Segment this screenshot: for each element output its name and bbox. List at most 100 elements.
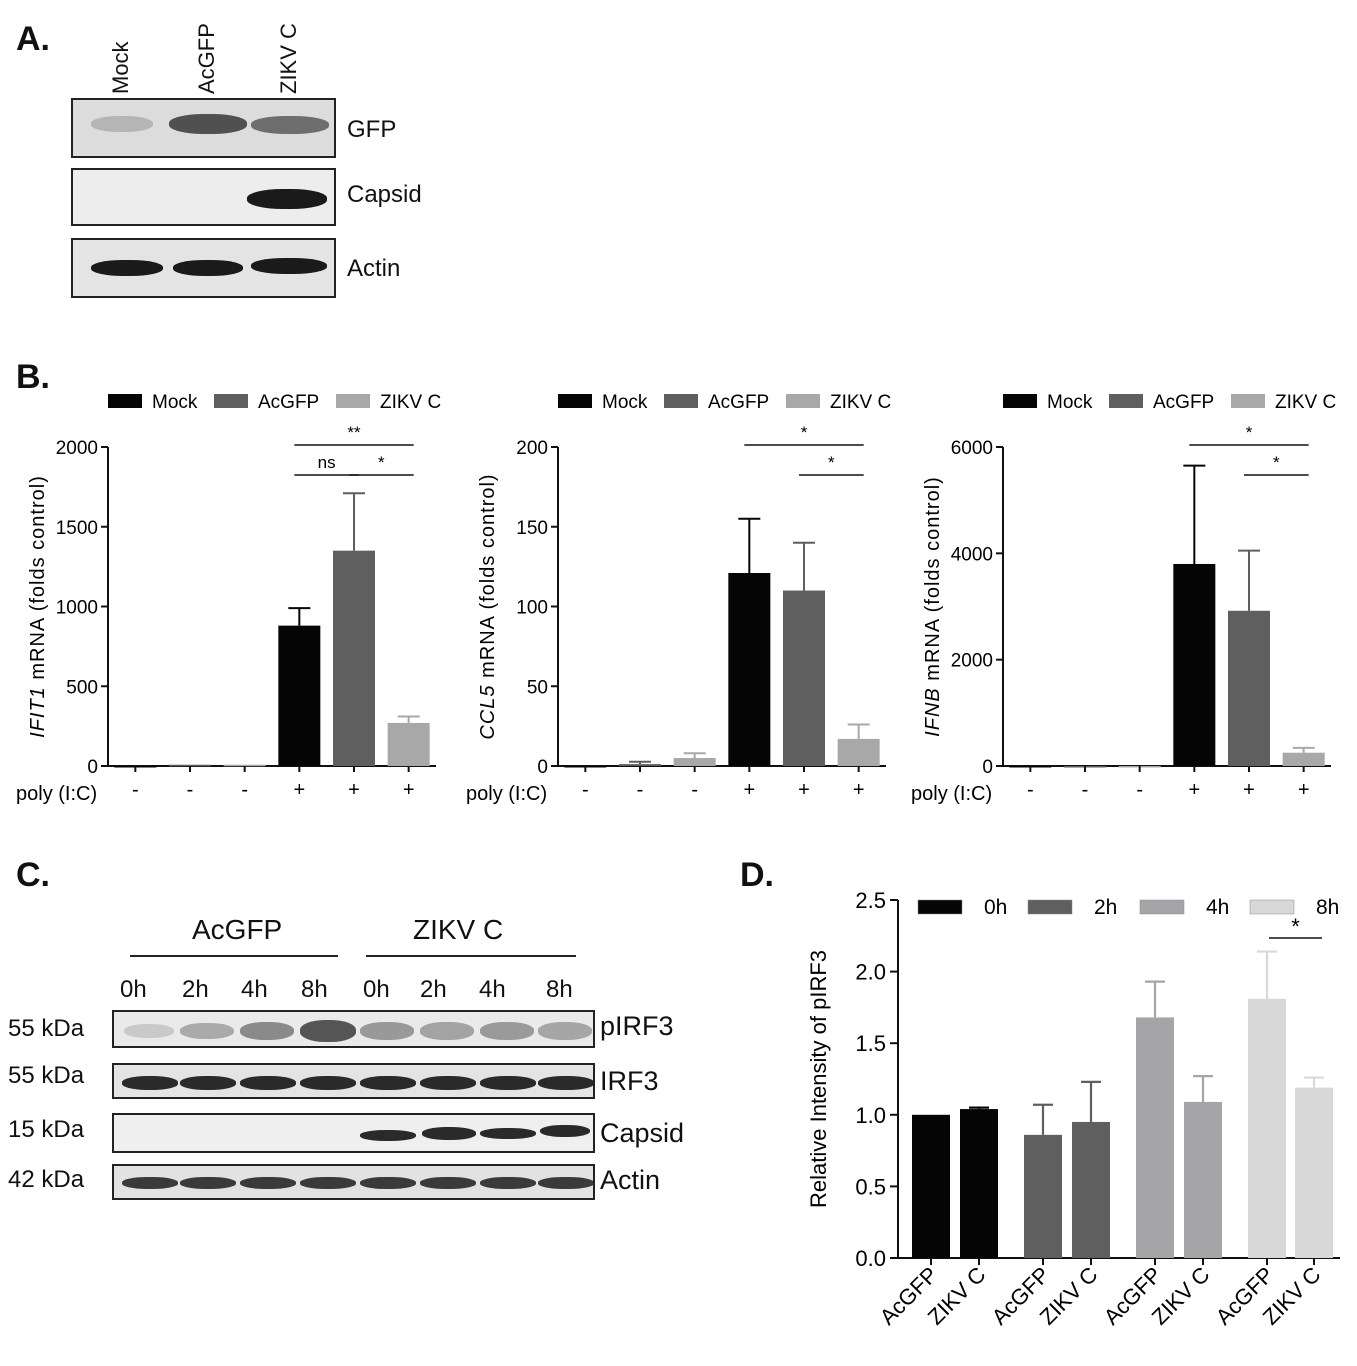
bar: [960, 1109, 998, 1258]
kda-label: 55 kDa: [8, 1062, 85, 1089]
y-tick-label: 2000: [56, 438, 98, 459]
panel-a-label: A.: [16, 20, 50, 58]
bar: [1228, 610, 1270, 766]
y-axis-label-gene: IFNB: [922, 687, 944, 737]
blot-irf3: [112, 1063, 595, 1099]
legend-label: 2h: [1094, 896, 1117, 919]
legend-swatch: [1231, 394, 1265, 408]
x-prefix-label: poly (I:C): [16, 783, 97, 805]
legend-swatch: [1027, 899, 1073, 915]
y-tick-label: 2000: [951, 651, 993, 672]
y-tick-label: 500: [66, 677, 98, 698]
legend-label: 4h: [1206, 896, 1229, 919]
legend-swatch: [214, 394, 248, 408]
lane-label-acgfp: AcGFP: [194, 23, 219, 94]
y-tick-label: 6000: [951, 438, 993, 459]
blot-capsid: [71, 168, 336, 226]
legend-swatch: [108, 394, 142, 408]
x-sign-label: -: [637, 779, 644, 801]
chart-ifnb: Mock AcGFP ZIKV C 0 2000 4000 6000 poly (I:C) - -…: [911, 392, 1336, 805]
legend-label: ZIKV C: [380, 392, 441, 413]
y-axis-label-gene: CCL5: [477, 684, 499, 739]
blot-band: [480, 1076, 536, 1090]
legend-label: AcGFP: [708, 392, 769, 413]
bar: [1024, 1134, 1062, 1258]
legend-label: Mock: [152, 392, 198, 413]
time-label: 8h: [546, 976, 573, 1003]
blot-band: [122, 1076, 178, 1090]
bar: [728, 573, 771, 766]
x-sign-label: +: [293, 779, 305, 801]
y-axis-label-units: mRNA (folds control): [477, 473, 499, 684]
y-axis-label: CCL5 mRNA (folds control): [477, 473, 499, 739]
blot-label-gfp: GFP: [347, 116, 397, 143]
blot-band: [300, 1076, 356, 1090]
blot-band: [360, 1130, 416, 1141]
blot-band: [240, 1076, 296, 1090]
y-tick-label: 4000: [951, 544, 993, 565]
bar: [1248, 998, 1286, 1258]
x-sign-label: +: [1243, 779, 1255, 801]
y-axis-label: Relative Intensity of pIRF3: [806, 950, 831, 1208]
y-tick-label: 1000: [56, 598, 98, 619]
legend-swatch: [558, 394, 592, 408]
blot-band: [420, 1022, 474, 1040]
blot-band: [180, 1177, 236, 1189]
bar: [169, 764, 211, 767]
blot-band: [251, 116, 329, 134]
y-axis-label-units: mRNA (folds control): [27, 475, 49, 686]
blot-label-irf3: IRF3: [600, 1066, 659, 1096]
x-sign-label: -: [582, 779, 589, 801]
legend-swatch: [664, 394, 698, 408]
blot-band: [360, 1177, 416, 1189]
x-prefix-label: poly (I:C): [911, 783, 992, 805]
blot-band: [538, 1022, 592, 1040]
blot-band: [91, 260, 163, 276]
kda-label: 55 kDa: [8, 1015, 85, 1042]
time-label: 2h: [420, 976, 447, 1003]
blot-band: [300, 1020, 356, 1042]
x-sign-label: -: [187, 779, 194, 801]
legend-swatch: [917, 899, 963, 915]
legend-label: Mock: [602, 392, 648, 413]
x-sign-label: +: [1298, 779, 1310, 801]
y-tick-label: 0.5: [855, 1174, 886, 1199]
y-tick-label: 150: [516, 518, 548, 539]
bar: [1136, 1017, 1174, 1258]
blot-band: [422, 1127, 476, 1140]
time-label: 0h: [363, 976, 390, 1003]
y-axis-label: IFIT1 mRNA (folds control): [27, 475, 49, 738]
bar: [223, 764, 266, 767]
time-label: 2h: [182, 976, 209, 1003]
legend-label: AcGFP: [258, 392, 319, 413]
blot-band: [360, 1022, 414, 1040]
panel-c-label: C.: [16, 856, 50, 894]
x-sign-label: +: [853, 779, 865, 801]
blot-band: [240, 1177, 296, 1189]
sig-label: **: [347, 423, 361, 442]
panel-b-label: B.: [16, 358, 50, 396]
blot-band: [420, 1076, 476, 1090]
blot-band: [91, 116, 153, 132]
x-sign-label: -: [1027, 779, 1034, 801]
sig-label: ns: [318, 453, 336, 472]
group-label-acgfp: AcGFP: [192, 914, 283, 945]
blot-band: [538, 1177, 593, 1189]
blot-band: [173, 260, 243, 276]
x-sign-label: -: [1082, 779, 1089, 801]
bar: [783, 590, 825, 766]
y-tick-label: 1500: [56, 518, 98, 539]
blot-actin-c: [112, 1164, 595, 1200]
group-line: [130, 955, 338, 957]
x-sign-label: -: [241, 779, 248, 801]
blot-label-actin-c: Actin: [600, 1165, 661, 1195]
blot-band: [124, 1024, 174, 1038]
y-tick-label: 50: [527, 677, 548, 698]
sig-label: *: [378, 453, 385, 472]
chart-ifit1: Mock AcGFP ZIKV C 0 500 1000 1500 2000 poly (I:C…: [16, 392, 441, 805]
blot-band: [300, 1177, 356, 1189]
blot-band: [420, 1177, 476, 1189]
blot-band: [480, 1177, 536, 1189]
blot-label-capsid-c: Capsid: [600, 1118, 685, 1148]
